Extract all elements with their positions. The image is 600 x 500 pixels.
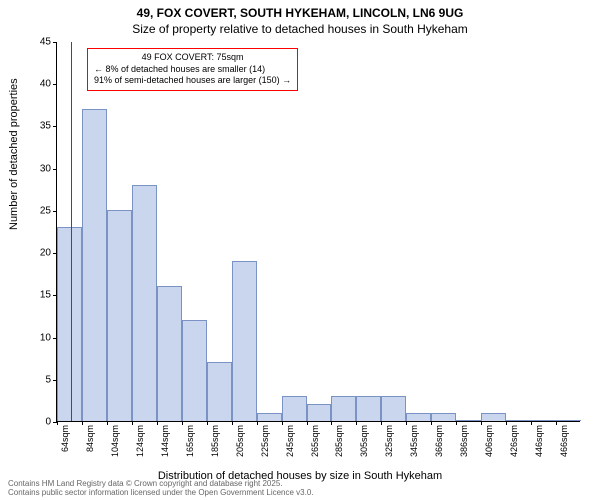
histogram-bar xyxy=(506,420,531,421)
x-tick-mark xyxy=(182,421,183,425)
x-tick-mark xyxy=(331,421,332,425)
histogram-bar xyxy=(307,404,332,421)
annotation-box: 49 FOX COVERT: 75sqm← 8% of detached hou… xyxy=(87,48,298,91)
x-tick-label: 325sqm xyxy=(384,425,394,457)
x-tick-label: 205sqm xyxy=(235,425,245,457)
x-tick-label: 305sqm xyxy=(359,425,369,457)
x-tick-mark xyxy=(282,421,283,425)
x-tick-label: 345sqm xyxy=(409,425,419,457)
annotation-line: 91% of semi-detached houses are larger (… xyxy=(94,75,291,87)
x-tick-mark xyxy=(556,421,557,425)
histogram-bar xyxy=(57,227,82,421)
x-tick-mark xyxy=(356,421,357,425)
x-tick-mark xyxy=(157,421,158,425)
x-tick-label: 386sqm xyxy=(459,425,469,457)
histogram-bar xyxy=(456,420,481,421)
histogram-bar xyxy=(232,261,257,421)
histogram-bar xyxy=(381,396,406,421)
x-tick-label: 165sqm xyxy=(185,425,195,457)
footer-line-2: Contains public sector information licen… xyxy=(8,488,314,497)
x-tick-label: 84sqm xyxy=(85,425,95,452)
y-tick-mark xyxy=(53,126,57,127)
y-tick-mark xyxy=(53,211,57,212)
x-tick-mark xyxy=(531,421,532,425)
chart-title: 49, FOX COVERT, SOUTH HYKEHAM, LINCOLN, … xyxy=(0,6,600,20)
histogram-bar xyxy=(107,210,132,421)
y-axis-label: Number of detached properties xyxy=(8,78,20,230)
x-tick-mark xyxy=(307,421,308,425)
chart-subtitle: Size of property relative to detached ho… xyxy=(0,22,600,36)
x-tick-label: 124sqm xyxy=(135,425,145,457)
histogram-bar xyxy=(331,396,356,421)
x-tick-label: 225sqm xyxy=(260,425,270,457)
histogram-bar xyxy=(431,413,456,421)
x-tick-mark xyxy=(456,421,457,425)
histogram-bar xyxy=(406,413,431,421)
histogram-bar xyxy=(556,420,581,421)
x-tick-label: 104sqm xyxy=(110,425,120,457)
x-tick-mark xyxy=(257,421,258,425)
x-tick-mark xyxy=(481,421,482,425)
histogram-bar xyxy=(132,185,157,421)
x-tick-mark xyxy=(406,421,407,425)
footer-line-1: Contains HM Land Registry data © Crown c… xyxy=(8,479,283,488)
reference-line xyxy=(71,42,72,421)
histogram-bar xyxy=(282,396,307,421)
histogram-bar xyxy=(157,286,182,421)
annotation-line: ← 8% of detached houses are smaller (14) xyxy=(94,64,291,76)
chart-container: 49, FOX COVERT, SOUTH HYKEHAM, LINCOLN, … xyxy=(0,0,600,500)
histogram-bar xyxy=(356,396,381,421)
x-tick-mark xyxy=(57,421,58,425)
histogram-bar xyxy=(82,109,107,421)
x-tick-mark xyxy=(82,421,83,425)
x-tick-label: 466sqm xyxy=(559,425,569,457)
x-tick-mark xyxy=(431,421,432,425)
y-tick-mark xyxy=(53,169,57,170)
y-tick-mark xyxy=(53,84,57,85)
plot-area: 05101520253035404564sqm84sqm104sqm124sqm… xyxy=(56,42,580,422)
x-tick-mark xyxy=(232,421,233,425)
x-tick-label: 64sqm xyxy=(60,425,70,452)
x-tick-label: 446sqm xyxy=(534,425,544,457)
x-tick-mark xyxy=(506,421,507,425)
x-tick-label: 245sqm xyxy=(285,425,295,457)
histogram-bar xyxy=(207,362,232,421)
x-tick-label: 426sqm xyxy=(509,425,519,457)
x-tick-label: 144sqm xyxy=(160,425,170,457)
histogram-bar xyxy=(182,320,207,421)
x-tick-mark xyxy=(207,421,208,425)
x-tick-mark xyxy=(381,421,382,425)
annotation-line: 49 FOX COVERT: 75sqm xyxy=(94,52,291,64)
x-tick-label: 285sqm xyxy=(334,425,344,457)
x-tick-label: 406sqm xyxy=(484,425,494,457)
x-tick-label: 265sqm xyxy=(310,425,320,457)
histogram-bar xyxy=(257,413,282,421)
y-tick-mark xyxy=(53,42,57,43)
x-tick-mark xyxy=(107,421,108,425)
x-tick-label: 366sqm xyxy=(434,425,444,457)
footer-text: Contains HM Land Registry data © Crown c… xyxy=(8,480,314,498)
x-tick-mark xyxy=(132,421,133,425)
histogram-bar xyxy=(531,420,556,421)
histogram-bar xyxy=(481,413,506,421)
x-tick-label: 185sqm xyxy=(210,425,220,457)
